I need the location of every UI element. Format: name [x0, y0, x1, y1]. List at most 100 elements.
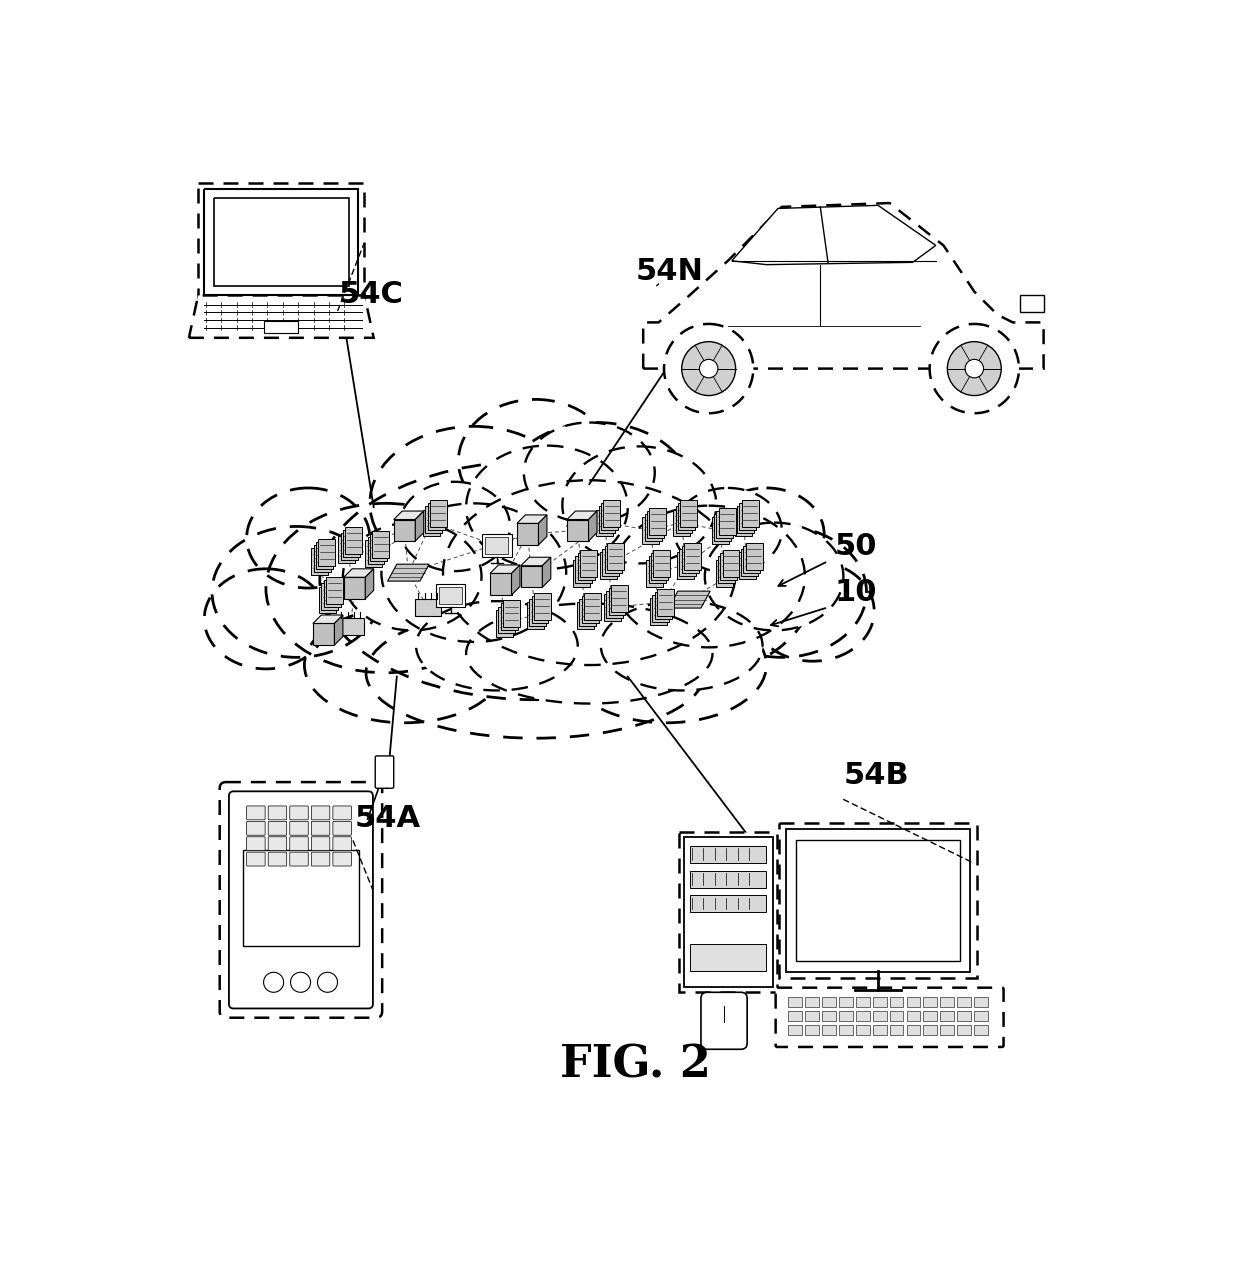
Bar [691, 944, 766, 970]
Bar [719, 507, 735, 536]
Bar [339, 537, 355, 564]
Bar [319, 539, 335, 566]
Bar [584, 593, 601, 620]
Polygon shape [542, 557, 551, 588]
Bar [650, 598, 667, 625]
Bar [737, 506, 754, 533]
Bar [873, 1025, 887, 1034]
Circle shape [699, 360, 718, 377]
Bar [606, 592, 624, 618]
Bar [611, 585, 627, 612]
Bar [428, 504, 444, 530]
Bar [527, 602, 544, 629]
Bar [649, 556, 666, 584]
FancyBboxPatch shape [219, 782, 382, 1017]
Bar [645, 514, 662, 541]
Bar [838, 1025, 853, 1034]
Bar [1021, 296, 1044, 312]
Ellipse shape [399, 482, 510, 571]
Bar [796, 840, 960, 961]
Bar [578, 553, 595, 580]
FancyBboxPatch shape [290, 806, 309, 820]
FancyBboxPatch shape [247, 821, 265, 835]
Bar [691, 847, 766, 863]
Ellipse shape [601, 601, 763, 691]
Bar [582, 595, 599, 622]
Bar [205, 189, 358, 296]
Bar [682, 546, 698, 572]
Bar [940, 1025, 955, 1034]
Circle shape [965, 360, 983, 377]
Bar [856, 1025, 869, 1034]
Polygon shape [521, 557, 551, 566]
FancyBboxPatch shape [332, 836, 351, 850]
Bar [532, 595, 548, 622]
Bar [647, 511, 663, 538]
Bar [856, 997, 869, 1007]
Bar [786, 829, 971, 972]
Polygon shape [512, 565, 520, 595]
Bar [906, 997, 920, 1007]
Polygon shape [538, 515, 547, 544]
Bar [529, 599, 546, 626]
Bar [609, 588, 625, 615]
Bar [805, 1011, 818, 1021]
FancyBboxPatch shape [268, 806, 286, 820]
Text: FIG. 2: FIG. 2 [560, 1044, 711, 1088]
Bar [198, 184, 365, 302]
FancyBboxPatch shape [247, 836, 265, 850]
FancyBboxPatch shape [247, 806, 265, 820]
Bar [580, 551, 596, 578]
FancyBboxPatch shape [290, 821, 309, 835]
Bar [316, 542, 332, 569]
Polygon shape [312, 615, 343, 623]
FancyBboxPatch shape [332, 852, 351, 866]
Bar [430, 500, 446, 528]
Polygon shape [188, 296, 373, 338]
FancyBboxPatch shape [311, 806, 330, 820]
Bar [343, 530, 360, 557]
Bar [423, 510, 440, 537]
Bar [312, 623, 335, 645]
Bar [498, 607, 516, 634]
Bar [605, 546, 621, 572]
Ellipse shape [751, 561, 874, 662]
Ellipse shape [708, 488, 825, 580]
Bar [975, 1011, 988, 1021]
Text: 54N: 54N [635, 258, 703, 286]
Bar [889, 997, 904, 1007]
Bar [311, 548, 329, 575]
Ellipse shape [558, 500, 812, 677]
Bar [213, 199, 350, 286]
FancyBboxPatch shape [268, 821, 286, 835]
Text: 54B: 54B [843, 761, 909, 790]
Polygon shape [644, 203, 1044, 368]
Bar [745, 543, 763, 570]
Bar [414, 599, 441, 616]
Bar [712, 518, 729, 544]
FancyBboxPatch shape [290, 836, 309, 850]
Bar [957, 997, 971, 1007]
Ellipse shape [697, 527, 867, 658]
Bar [906, 1011, 920, 1021]
Ellipse shape [466, 603, 713, 704]
Bar [651, 553, 668, 580]
Text: 54A: 54A [355, 803, 420, 833]
Bar [739, 552, 755, 579]
Bar [646, 560, 663, 586]
Bar [608, 543, 624, 570]
Polygon shape [343, 569, 373, 578]
Polygon shape [394, 511, 424, 519]
FancyBboxPatch shape [311, 836, 330, 850]
Bar [573, 560, 590, 586]
Bar [517, 523, 538, 544]
Polygon shape [517, 515, 547, 523]
Circle shape [947, 342, 1001, 395]
Bar [681, 500, 697, 528]
Bar [501, 603, 517, 630]
Bar [601, 504, 618, 530]
Bar [717, 511, 733, 538]
Bar [603, 500, 620, 528]
Bar [264, 321, 299, 333]
Polygon shape [668, 592, 711, 608]
